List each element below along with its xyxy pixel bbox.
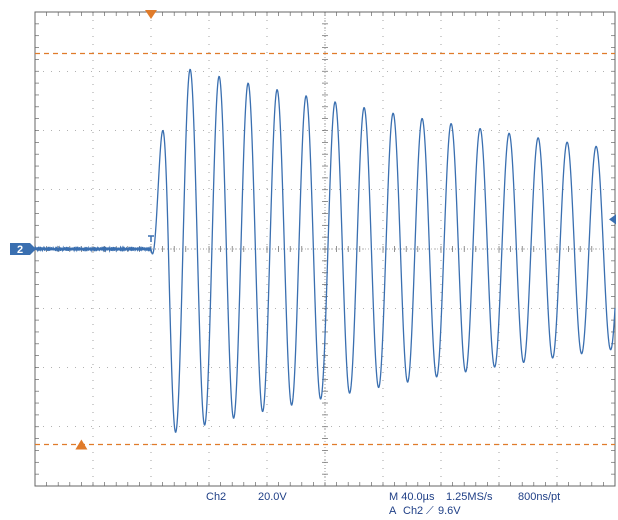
trigger-t-marker [148,235,154,242]
trigger-level-marker [609,214,616,225]
trigger-source: Ch2 [403,505,423,517]
cursor-lines [35,52,615,446]
graticule [34,11,616,487]
waveform-trace [34,68,616,433]
cursor-marker-lower [75,439,88,450]
timebase: M 40.0µs [389,491,435,503]
sample-rate: 1.25MS/s [446,491,493,503]
channel-label: Ch2 [206,491,226,503]
readout-bar: Ch2 20.0V M 40.0µs 1.25MS/s 800ns/pt A C… [206,491,560,517]
trigger-level: 9.6V [438,505,461,517]
trigger-slope: ⟋ [426,505,434,517]
trigger-mode: A [389,505,397,517]
channel-marker-label: 2 [17,244,23,256]
channel-marker-arrow [30,243,36,255]
markers: 2 [10,10,616,450]
trigger-position-marker [145,10,157,19]
channel-marker-box [10,243,30,255]
record-length: 800ns/pt [518,491,560,503]
volts-per-div: 20.0V [258,491,287,503]
